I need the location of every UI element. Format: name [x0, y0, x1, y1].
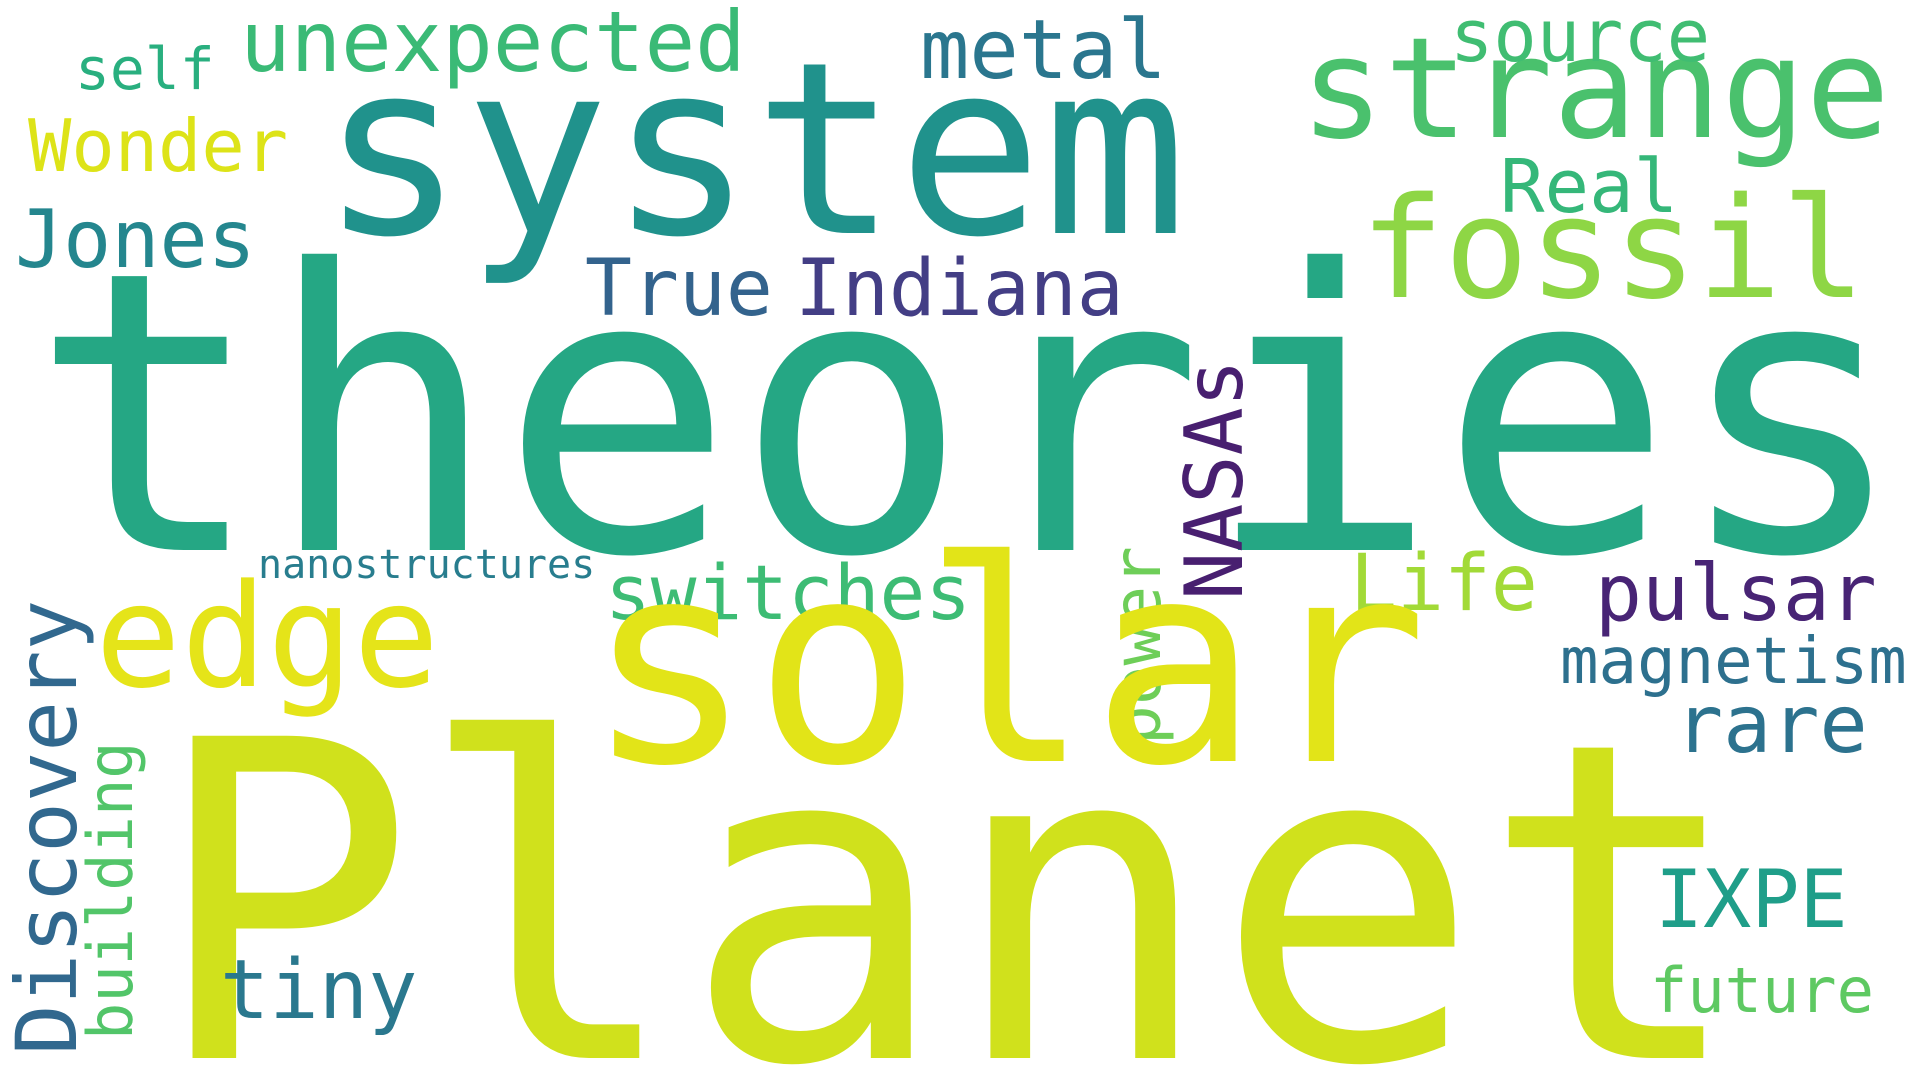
- word-magnetism: magnetism: [1560, 625, 1907, 699]
- word-indiana: Indiana: [795, 244, 1124, 334]
- word-nanostructures: nanostructures: [258, 542, 596, 588]
- word-pulsar: pulsar: [1595, 549, 1877, 639]
- word-true: True: [585, 244, 773, 334]
- word-metal: metal: [920, 3, 1167, 98]
- word-source: source: [1450, 0, 1711, 78]
- word-strange: strange: [1300, 8, 1891, 171]
- word-jones: Jones: [15, 193, 256, 286]
- word-edge: edge: [95, 553, 440, 720]
- word-building: building: [74, 741, 147, 1040]
- word-tiny: tiny: [220, 943, 418, 1038]
- word-future: future: [1650, 954, 1874, 1027]
- word-solar: solar: [585, 502, 1428, 828]
- word-real: Real: [1500, 144, 1679, 230]
- word-theories: theories: [30, 188, 1909, 642]
- word-planet: Planet: [150, 649, 1747, 1080]
- word-wonder: Wonder: [28, 104, 289, 188]
- word-ixpe: IXPE: [1655, 853, 1848, 946]
- word-life: Life: [1350, 539, 1538, 629]
- word-rare: rare: [1675, 678, 1868, 771]
- word-unexpected: unexpected: [240, 0, 746, 91]
- word-switches: switches: [605, 548, 972, 637]
- word-self: self: [75, 35, 215, 103]
- word-system: system: [320, 10, 1187, 290]
- word-fossil: fossil: [1360, 168, 1866, 331]
